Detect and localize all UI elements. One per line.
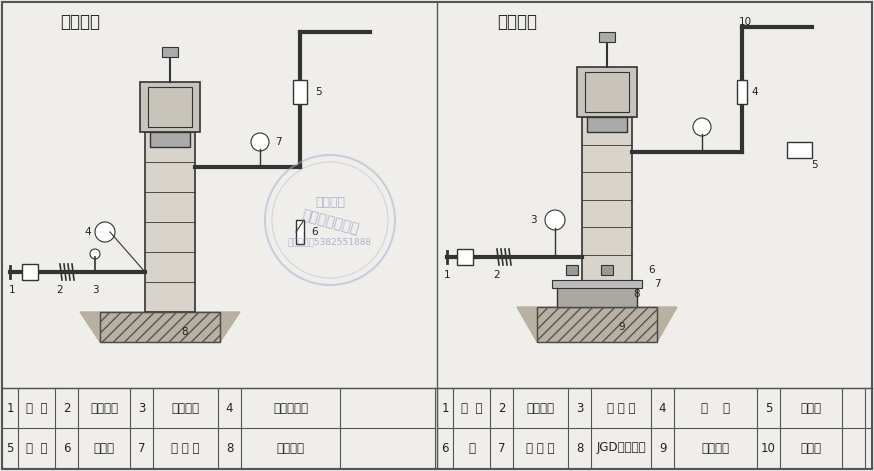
Text: 8: 8 — [225, 441, 233, 455]
Bar — [150, 132, 190, 147]
Text: 1: 1 — [9, 285, 16, 295]
Text: 6: 6 — [63, 441, 70, 455]
Text: 1: 1 — [6, 401, 14, 414]
Text: 6: 6 — [312, 227, 318, 237]
Bar — [537, 307, 657, 342]
Text: 9: 9 — [659, 441, 666, 455]
Text: 3: 3 — [138, 401, 145, 414]
Bar — [601, 265, 613, 275]
Text: 7: 7 — [654, 279, 661, 289]
Text: 2: 2 — [63, 401, 70, 414]
Text: 1: 1 — [444, 270, 450, 280]
Text: 压 力 表: 压 力 表 — [171, 441, 200, 455]
Text: 5: 5 — [812, 160, 818, 170]
Text: 10: 10 — [739, 17, 752, 27]
Text: 3: 3 — [530, 215, 537, 225]
Polygon shape — [517, 307, 677, 342]
Text: 挠性接头: 挠性接头 — [90, 401, 118, 414]
Bar — [148, 87, 192, 127]
Text: 3: 3 — [576, 401, 583, 414]
Bar — [787, 142, 812, 158]
Circle shape — [251, 133, 269, 151]
Text: 9: 9 — [619, 322, 625, 332]
Text: 1: 1 — [441, 401, 448, 414]
Circle shape — [95, 222, 115, 242]
Text: 刚性连接: 刚性连接 — [60, 13, 100, 31]
Bar — [296, 220, 304, 244]
Text: 真空压力表: 真空压力表 — [273, 401, 308, 414]
Text: 8: 8 — [576, 441, 583, 455]
Bar — [162, 47, 178, 57]
Text: 4: 4 — [659, 401, 666, 414]
Circle shape — [693, 118, 711, 136]
Text: 止回阀: 止回阀 — [801, 401, 822, 414]
Text: 5: 5 — [765, 401, 773, 414]
Bar — [566, 265, 578, 275]
Bar — [552, 280, 642, 288]
Text: 联 接 板: 联 接 板 — [526, 441, 555, 455]
Text: 7: 7 — [138, 441, 145, 455]
Bar — [537, 307, 657, 342]
Bar — [557, 282, 637, 307]
Bar — [582, 117, 632, 282]
Text: 大西洋泵业公司: 大西洋泵业公司 — [300, 208, 360, 236]
Bar — [737, 80, 747, 104]
Text: 柔性连接: 柔性连接 — [497, 13, 537, 31]
Text: 止回阀: 止回阀 — [94, 441, 114, 455]
Text: 8: 8 — [182, 327, 188, 337]
Text: 2: 2 — [498, 401, 505, 414]
Text: 8: 8 — [634, 289, 641, 299]
Text: 水泥台座: 水泥台座 — [702, 441, 730, 455]
Bar — [457, 249, 473, 265]
Bar — [585, 72, 629, 112]
Text: 4: 4 — [752, 87, 759, 97]
Text: 泵: 泵 — [468, 441, 475, 455]
Text: 10: 10 — [761, 441, 776, 455]
Text: 球  阀: 球 阀 — [461, 401, 482, 414]
Text: 5: 5 — [315, 87, 322, 97]
Text: 6: 6 — [649, 265, 656, 275]
Bar — [100, 312, 220, 342]
Text: 取压直管: 取压直管 — [171, 401, 199, 414]
Text: 挠性接头: 挠性接头 — [526, 401, 554, 414]
Text: 联系电话：5382551888: 联系电话：5382551888 — [288, 237, 372, 246]
Circle shape — [545, 210, 565, 230]
Text: 水泥台座: 水泥台座 — [276, 441, 304, 455]
Text: 闸    阀: 闸 阀 — [701, 401, 730, 414]
Text: 5: 5 — [6, 441, 14, 455]
Text: 压 力 表: 压 力 表 — [607, 401, 635, 414]
Text: 6: 6 — [441, 441, 448, 455]
Bar — [599, 32, 615, 42]
Bar — [577, 67, 637, 117]
Circle shape — [90, 249, 100, 259]
Text: 实物拍摄: 实物拍摄 — [315, 195, 345, 209]
Text: 闸  阀: 闸 阀 — [25, 441, 47, 455]
Text: JGD型隔振器: JGD型隔振器 — [596, 441, 646, 455]
Bar — [293, 80, 307, 104]
Text: 3: 3 — [92, 285, 98, 295]
Text: 压力表: 压力表 — [801, 441, 822, 455]
Bar — [145, 132, 195, 312]
Text: 4: 4 — [225, 401, 233, 414]
Text: 2: 2 — [494, 270, 500, 280]
Text: 4: 4 — [85, 227, 91, 237]
Bar — [587, 117, 627, 132]
Polygon shape — [80, 312, 240, 342]
Text: 2: 2 — [57, 285, 63, 295]
Bar — [100, 312, 220, 342]
Text: 球  阀: 球 阀 — [25, 401, 47, 414]
Bar — [140, 82, 200, 132]
Text: 7: 7 — [274, 137, 281, 147]
Text: 7: 7 — [498, 441, 505, 455]
Bar — [22, 264, 38, 280]
